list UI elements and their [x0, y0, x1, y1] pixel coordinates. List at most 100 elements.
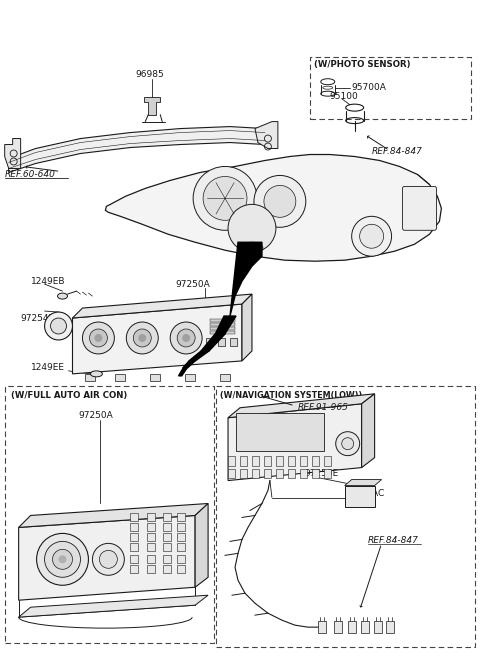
- Bar: [177, 556, 185, 564]
- Bar: [5, 386, 214, 643]
- Bar: [163, 533, 171, 541]
- Circle shape: [177, 329, 195, 347]
- Ellipse shape: [58, 293, 68, 299]
- Bar: [348, 621, 356, 633]
- Text: 1338AC: 1338AC: [350, 489, 385, 498]
- Polygon shape: [228, 404, 361, 481]
- Bar: [206, 338, 213, 346]
- Text: REF.84-847: REF.84-847: [368, 536, 419, 545]
- Circle shape: [336, 432, 360, 456]
- Text: 97250A: 97250A: [78, 411, 113, 420]
- Circle shape: [36, 533, 88, 585]
- Bar: [264, 468, 271, 478]
- Bar: [147, 556, 155, 564]
- Circle shape: [133, 329, 151, 347]
- Bar: [147, 543, 155, 551]
- Polygon shape: [144, 96, 160, 115]
- Polygon shape: [179, 368, 187, 376]
- Bar: [236, 413, 324, 451]
- Bar: [147, 533, 155, 541]
- Text: 97250E: 97250E: [305, 469, 339, 478]
- Bar: [177, 543, 185, 551]
- Bar: [147, 523, 155, 531]
- Circle shape: [45, 312, 72, 340]
- Text: (W/NAVIGATION SYSTEM(LOW)): (W/NAVIGATION SYSTEM(LOW)): [220, 391, 362, 400]
- Polygon shape: [345, 480, 382, 485]
- Circle shape: [352, 216, 392, 256]
- Bar: [324, 456, 331, 466]
- Bar: [220, 374, 230, 381]
- Bar: [240, 468, 247, 478]
- Bar: [210, 327, 235, 330]
- Bar: [230, 338, 237, 346]
- Polygon shape: [183, 361, 195, 368]
- Circle shape: [182, 334, 190, 342]
- Circle shape: [138, 334, 146, 342]
- Bar: [130, 543, 138, 551]
- FancyBboxPatch shape: [403, 186, 436, 230]
- Circle shape: [254, 175, 306, 227]
- Bar: [345, 485, 374, 508]
- Polygon shape: [19, 504, 208, 527]
- Bar: [210, 323, 235, 326]
- Bar: [228, 468, 235, 478]
- Bar: [163, 565, 171, 573]
- Polygon shape: [201, 334, 225, 351]
- Bar: [252, 456, 259, 466]
- Bar: [252, 468, 259, 478]
- Text: (W/PHOTO SENSOR): (W/PHOTO SENSOR): [314, 60, 410, 70]
- Bar: [177, 565, 185, 573]
- Bar: [312, 468, 319, 478]
- Bar: [228, 456, 235, 466]
- Bar: [150, 374, 160, 381]
- Circle shape: [342, 438, 354, 449]
- Bar: [312, 456, 319, 466]
- Polygon shape: [195, 504, 208, 587]
- Bar: [288, 456, 295, 466]
- Polygon shape: [215, 316, 236, 334]
- Bar: [318, 621, 326, 633]
- Polygon shape: [9, 127, 265, 173]
- Polygon shape: [19, 516, 195, 600]
- Circle shape: [83, 322, 114, 354]
- Circle shape: [170, 322, 202, 354]
- Polygon shape: [72, 294, 252, 318]
- Bar: [288, 468, 295, 478]
- Polygon shape: [230, 242, 262, 316]
- Circle shape: [59, 556, 67, 564]
- Circle shape: [99, 550, 117, 568]
- Bar: [163, 514, 171, 522]
- Circle shape: [126, 322, 158, 354]
- Bar: [130, 514, 138, 522]
- Text: 1249EE: 1249EE: [31, 363, 65, 373]
- Text: 97254P: 97254P: [21, 314, 55, 323]
- Polygon shape: [106, 155, 442, 261]
- Polygon shape: [361, 394, 374, 468]
- Bar: [373, 621, 382, 633]
- Ellipse shape: [90, 371, 102, 377]
- Circle shape: [95, 334, 102, 342]
- Bar: [218, 338, 225, 346]
- Polygon shape: [242, 294, 252, 361]
- Bar: [130, 565, 138, 573]
- Polygon shape: [189, 351, 209, 361]
- Bar: [177, 523, 185, 531]
- Bar: [216, 386, 475, 647]
- Bar: [163, 543, 171, 551]
- Text: 1249EB: 1249EB: [31, 277, 65, 285]
- Text: 95100: 95100: [330, 92, 359, 101]
- Bar: [385, 621, 394, 633]
- Bar: [276, 468, 283, 478]
- Circle shape: [93, 543, 124, 575]
- Bar: [130, 556, 138, 564]
- Polygon shape: [5, 138, 21, 169]
- Bar: [130, 523, 138, 531]
- Text: 96985: 96985: [135, 70, 164, 79]
- Circle shape: [89, 329, 108, 347]
- Bar: [310, 57, 471, 119]
- Bar: [300, 468, 307, 478]
- Text: 95700A: 95700A: [352, 83, 386, 92]
- Text: REF.84-847: REF.84-847: [372, 147, 422, 156]
- Bar: [324, 468, 331, 478]
- Circle shape: [52, 549, 72, 569]
